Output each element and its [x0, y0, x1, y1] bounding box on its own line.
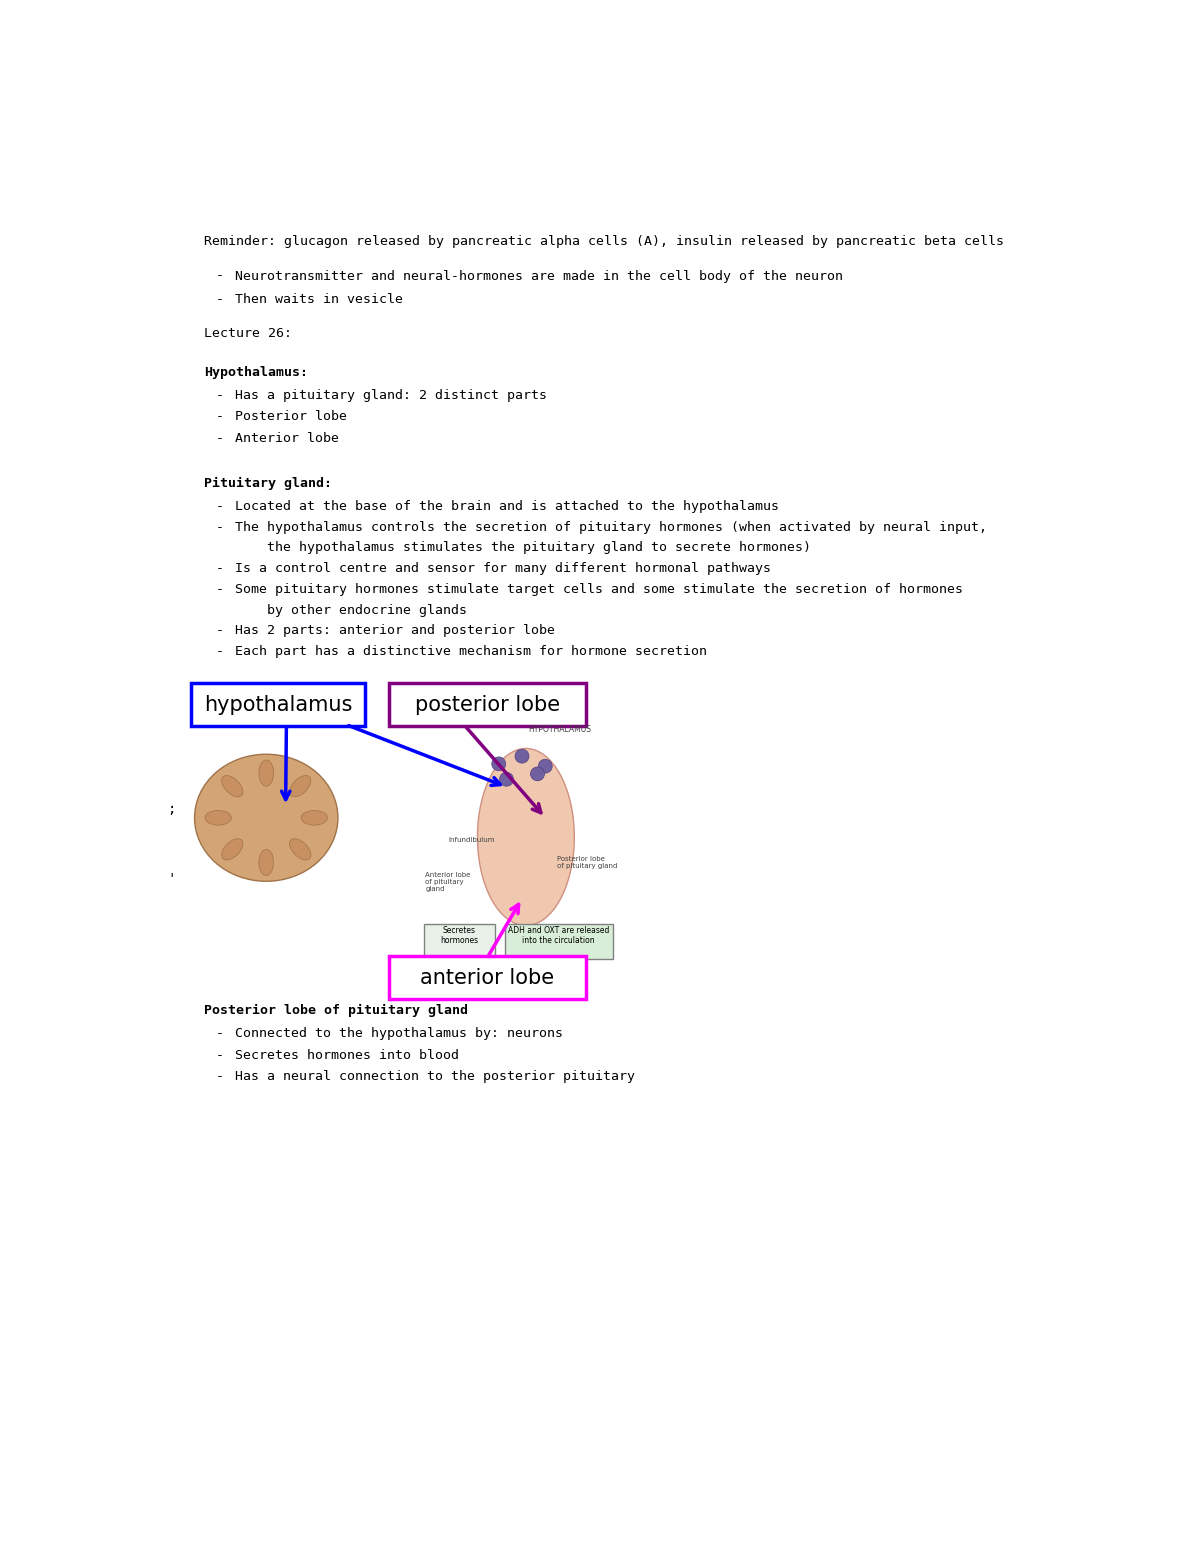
Text: Has 2 parts: anterior and posterior lobe: Has 2 parts: anterior and posterior lobe [235, 624, 556, 637]
Text: Lecture 26:: Lecture 26: [204, 328, 293, 340]
Text: -: - [216, 500, 224, 512]
Text: Located at the base of the brain and is attached to the hypothalamus: Located at the base of the brain and is … [235, 500, 779, 512]
Text: Neurotransmitter and neural-hormones are made in the cell body of the neuron: Neurotransmitter and neural-hormones are… [235, 270, 844, 283]
Text: -: - [216, 410, 224, 424]
Text: the hypothalamus stimulates the pituitary gland to secrete hormones): the hypothalamus stimulates the pituitar… [235, 542, 811, 554]
Text: Connected to the hypothalamus by: neurons: Connected to the hypothalamus by: neuron… [235, 1027, 563, 1041]
Ellipse shape [499, 772, 514, 786]
Text: Then waits in vesicle: Then waits in vesicle [235, 292, 403, 306]
FancyBboxPatch shape [389, 957, 586, 1000]
Text: -: - [216, 270, 224, 283]
Ellipse shape [205, 811, 232, 825]
Text: -: - [216, 624, 224, 637]
Ellipse shape [289, 839, 311, 860]
Text: The hypothalamus controls the secretion of pituitary hormones (when activated by: The hypothalamus controls the secretion … [235, 520, 988, 534]
Text: HYPOTHALAMUS: HYPOTHALAMUS [528, 725, 592, 735]
Text: Reminder: glucagon released by pancreatic alpha cells (A), insulin released by p: Reminder: glucagon released by pancreati… [204, 235, 1004, 248]
Text: -: - [216, 562, 224, 575]
Ellipse shape [259, 759, 274, 786]
FancyBboxPatch shape [424, 924, 494, 960]
Ellipse shape [194, 755, 338, 881]
Text: -: - [216, 292, 224, 306]
FancyBboxPatch shape [505, 924, 613, 960]
Ellipse shape [222, 775, 242, 797]
Text: hypothalamus: hypothalamus [204, 694, 352, 714]
Text: Pituitary gland:: Pituitary gland: [204, 477, 332, 489]
Text: -: - [216, 1070, 224, 1084]
Text: -: - [216, 388, 224, 402]
Text: Each part has a distinctive mechanism for hormone secretion: Each part has a distinctive mechanism fo… [235, 646, 707, 658]
Text: -: - [216, 646, 224, 658]
Text: -: - [216, 432, 224, 446]
Text: Anterior lobe: Anterior lobe [235, 432, 340, 446]
Ellipse shape [530, 767, 545, 781]
Text: Anterior lobe
of pituitary
gland: Anterior lobe of pituitary gland [425, 871, 470, 891]
Text: Posterior lobe
of pituitary gland: Posterior lobe of pituitary gland [557, 856, 617, 870]
Text: -: - [216, 520, 224, 534]
Text: Posterior lobe: Posterior lobe [235, 410, 347, 424]
Text: Has a pituitary gland: 2 distinct parts: Has a pituitary gland: 2 distinct parts [235, 388, 547, 402]
Ellipse shape [478, 749, 575, 926]
Text: ': ' [167, 871, 175, 885]
Text: Secretes hormones into blood: Secretes hormones into blood [235, 1048, 460, 1062]
Text: Has a neural connection to the posterior pituitary: Has a neural connection to the posterior… [235, 1070, 635, 1084]
Text: Posterior lobe of pituitary gland: Posterior lobe of pituitary gland [204, 1005, 468, 1017]
Text: -: - [216, 582, 224, 596]
FancyBboxPatch shape [191, 683, 365, 727]
Ellipse shape [222, 839, 242, 860]
Ellipse shape [301, 811, 328, 825]
Text: posterior lobe: posterior lobe [414, 694, 559, 714]
Ellipse shape [289, 775, 311, 797]
Text: Is a control centre and sensor for many different hormonal pathways: Is a control centre and sensor for many … [235, 562, 772, 575]
Ellipse shape [259, 849, 274, 876]
Text: Hypothalamus:: Hypothalamus: [204, 367, 308, 379]
Text: Secretes
hormones: Secretes hormones [440, 926, 479, 944]
Text: by other endocrine glands: by other endocrine glands [235, 604, 467, 617]
Text: -: - [216, 1048, 224, 1062]
Text: -: - [216, 1027, 224, 1041]
Text: ADH and OXT are released
into the circulation: ADH and OXT are released into the circul… [508, 926, 610, 944]
Ellipse shape [492, 756, 505, 770]
Ellipse shape [515, 749, 529, 763]
Text: Some pituitary hormones stimulate target cells and some stimulate the secretion : Some pituitary hormones stimulate target… [235, 582, 964, 596]
Text: anterior lobe: anterior lobe [420, 968, 554, 988]
Text: ;: ; [167, 803, 175, 817]
FancyBboxPatch shape [389, 683, 586, 727]
Text: Infundibulum: Infundibulum [449, 837, 494, 843]
Ellipse shape [539, 759, 552, 773]
